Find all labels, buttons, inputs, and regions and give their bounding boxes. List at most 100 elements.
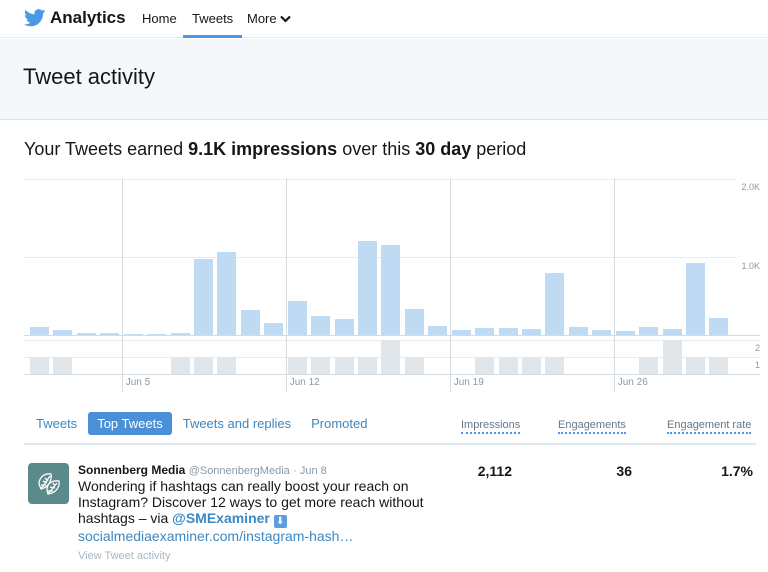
tweet-url-link[interactable]: socialmediaexaminer.com/instagram-hash… bbox=[78, 528, 354, 544]
impressions-bar[interactable] bbox=[170, 333, 190, 335]
chevron-down-icon bbox=[279, 14, 291, 26]
impressions-bar[interactable] bbox=[334, 319, 354, 335]
impressions-bar[interactable] bbox=[76, 333, 96, 335]
tweet-author-handle[interactable]: @SonnenbergMedia bbox=[188, 465, 290, 477]
impressions-bar[interactable] bbox=[100, 333, 120, 335]
x-tick-label: Jun 19 bbox=[453, 377, 484, 388]
x-tick-label: Jun 26 bbox=[617, 377, 648, 388]
summary-prefix: Your Tweets earned bbox=[24, 139, 189, 159]
nav-more[interactable]: More bbox=[247, 11, 291, 26]
twitter-bird-icon bbox=[24, 9, 46, 27]
engagements-bar[interactable] bbox=[662, 340, 682, 374]
engagements-bar[interactable] bbox=[334, 357, 354, 374]
week-divider bbox=[449, 178, 451, 392]
engagements-bar[interactable] bbox=[358, 357, 378, 374]
tweet-mention-link[interactable]: @SMExaminer bbox=[172, 510, 270, 526]
y-tick-eng-2: 2 bbox=[754, 343, 760, 353]
y-tick-eng-1: 1 bbox=[754, 360, 760, 370]
brand[interactable]: Analytics bbox=[24, 8, 126, 28]
impressions-bar[interactable] bbox=[53, 329, 73, 335]
impressions-bar[interactable] bbox=[428, 326, 448, 335]
engagements-bar[interactable] bbox=[686, 357, 706, 374]
engagements-bar[interactable] bbox=[217, 357, 237, 374]
engagements-bar[interactable] bbox=[381, 340, 401, 374]
impressions-bar[interactable] bbox=[217, 252, 237, 335]
engagements-bar[interactable] bbox=[287, 357, 307, 374]
impressions-bar[interactable] bbox=[404, 308, 424, 335]
week-divider bbox=[613, 178, 615, 392]
nav-home[interactable]: Home bbox=[142, 11, 177, 26]
engagements-bar[interactable] bbox=[709, 357, 729, 374]
tweet-item: Sonnenberg Media @SonnenbergMedia · Jun … bbox=[78, 463, 438, 562]
tweet-engagement-rate: 1.7% bbox=[721, 463, 753, 479]
impressions-bar[interactable] bbox=[615, 330, 635, 335]
impressions-bar[interactable] bbox=[639, 327, 659, 335]
impressions-bar[interactable] bbox=[592, 329, 612, 335]
impressions-bar[interactable] bbox=[381, 245, 401, 335]
impressions-bar[interactable] bbox=[240, 310, 260, 335]
engagements-bar[interactable] bbox=[545, 357, 565, 374]
column-impressions[interactable]: Impressions bbox=[461, 419, 521, 434]
avatar[interactable] bbox=[28, 463, 69, 504]
engagements-bar[interactable] bbox=[311, 357, 331, 374]
down-arrow-emoji-icon: ⬇ bbox=[273, 515, 287, 528]
impressions-bar[interactable] bbox=[522, 328, 542, 335]
gridline-2k bbox=[24, 179, 736, 180]
engagements-bar[interactable] bbox=[30, 357, 49, 374]
gridline-1k bbox=[24, 257, 736, 258]
impressions-bar[interactable] bbox=[709, 317, 729, 335]
engagements-bar[interactable] bbox=[522, 357, 542, 374]
week-divider bbox=[285, 178, 287, 392]
impressions-bar[interactable] bbox=[498, 327, 518, 335]
tabs-divider bbox=[24, 443, 756, 445]
tab-top-tweets[interactable]: Top Tweets bbox=[88, 412, 172, 435]
impressions-bar[interactable] bbox=[451, 329, 471, 335]
tweet-author-name[interactable]: Sonnenberg Media bbox=[78, 463, 186, 477]
engagements-bar[interactable] bbox=[194, 357, 213, 374]
tweet-date: · Jun 8 bbox=[293, 465, 327, 477]
impressions-bar[interactable] bbox=[545, 272, 565, 335]
tweet-body: Wondering if hashtags can really boost y… bbox=[78, 478, 424, 526]
engagements-bar[interactable] bbox=[53, 357, 73, 374]
impressions-summary: Your Tweets earned 9.1K impressions over… bbox=[24, 139, 526, 160]
tweet-engagements: 36 bbox=[616, 463, 632, 479]
impressions-chart: 2.0K 1.0K 2 1 Jun 5 Jun 12 Jun 19 Jun 26 bbox=[24, 178, 760, 396]
page-header: Tweet activity bbox=[0, 39, 768, 120]
y-tick-1k: 1.0K bbox=[741, 261, 760, 271]
summary-suffix: period bbox=[471, 139, 527, 159]
impressions-bar[interactable] bbox=[475, 327, 495, 335]
nav-more-label: More bbox=[247, 11, 277, 26]
brand-label: Analytics bbox=[50, 8, 126, 27]
engagements-bar[interactable] bbox=[404, 357, 424, 374]
impressions-bar[interactable] bbox=[568, 327, 588, 335]
impressions-bar[interactable] bbox=[194, 258, 213, 335]
engagements-bar[interactable] bbox=[498, 357, 518, 374]
tab-promoted[interactable]: Promoted bbox=[311, 416, 368, 431]
impressions-bar[interactable] bbox=[311, 315, 331, 335]
y-tick-2k: 2.0K bbox=[741, 182, 760, 192]
tab-tweets[interactable]: Tweets bbox=[36, 416, 78, 431]
impressions-bar[interactable] bbox=[358, 241, 378, 335]
impressions-bar[interactable] bbox=[264, 322, 284, 335]
engagements-bar[interactable] bbox=[475, 357, 495, 374]
column-engagements[interactable]: Engagements bbox=[558, 419, 626, 434]
engagements-bar[interactable] bbox=[639, 357, 659, 374]
column-engagement-rate[interactable]: Engagement rate bbox=[667, 419, 752, 434]
impressions-baseline bbox=[24, 335, 760, 336]
impressions-bar[interactable] bbox=[287, 301, 307, 335]
impressions-bar[interactable] bbox=[662, 328, 682, 335]
page-title: Tweet activity bbox=[23, 64, 156, 89]
impressions-bar[interactable] bbox=[686, 262, 706, 335]
week-divider bbox=[121, 178, 123, 392]
leaf-logo-icon bbox=[37, 472, 60, 495]
impressions-bar[interactable] bbox=[30, 327, 49, 335]
tab-tweets-and-replies[interactable]: Tweets and replies bbox=[182, 416, 292, 431]
impressions-bar[interactable] bbox=[123, 334, 143, 335]
top-navigation: Analytics Home Tweets More bbox=[0, 0, 768, 38]
impressions-bar[interactable] bbox=[147, 334, 167, 335]
engagements-bar[interactable] bbox=[170, 357, 190, 374]
nav-tweets[interactable]: Tweets bbox=[182, 11, 243, 38]
summary-impressions: 9.1K impressions bbox=[188, 139, 338, 159]
summary-middle: over this bbox=[337, 139, 416, 159]
view-tweet-activity-link[interactable]: View Tweet activity bbox=[78, 550, 171, 562]
